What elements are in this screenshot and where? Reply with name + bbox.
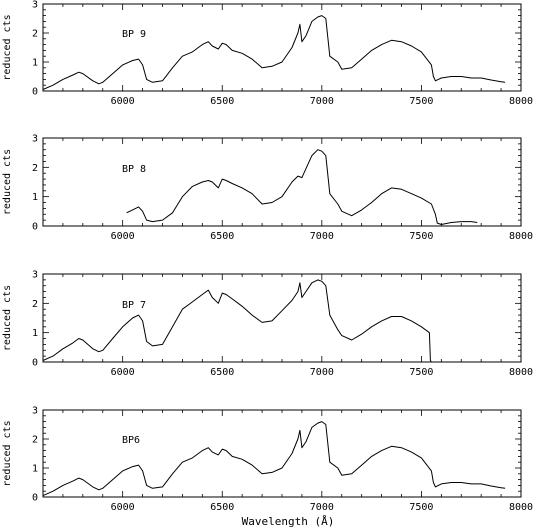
- panel-2-label: BP 8: [122, 164, 146, 175]
- panel-3-frame: [42, 273, 522, 363]
- panel-4-x-tick-label: 8000: [509, 502, 533, 513]
- panel-1-x-tick-label: 8000: [509, 96, 533, 107]
- panel-3-spectrum-line: [42, 279, 432, 363]
- panel-2-x-tick-label: 8000: [509, 231, 533, 242]
- panel-4-x-tick-label: 6000: [111, 502, 135, 513]
- panel-3-x-tick-label: 6000: [111, 367, 135, 378]
- panel-1-y-tick-label: 0: [32, 87, 38, 98]
- panel-1-label: BP 9: [122, 29, 146, 40]
- panel-3-x-tick-label: 7500: [409, 367, 433, 378]
- panel-1-x-tick-label: 7000: [310, 96, 334, 107]
- panel-3-y-tick-label: 2: [32, 299, 38, 310]
- panel-2-y-axis-label: reduced cts: [2, 149, 13, 215]
- panel-4-y-tick-label: 0: [32, 493, 38, 504]
- panel-2-frame: [42, 137, 522, 227]
- panel-4-y-tick-label: 2: [32, 435, 38, 446]
- panel-1-y-tick-label: 3: [32, 0, 38, 11]
- panel-2-y-tick-label: 1: [32, 192, 38, 203]
- panel-3-y-tick-label: 1: [32, 328, 38, 339]
- panel-2-x-tick-label: 6000: [111, 231, 135, 242]
- panel-4-x-tick-label: 6500: [210, 502, 234, 513]
- panel-2-y-tick-label: 0: [32, 222, 38, 233]
- panel-4-x-tick-label: 7500: [409, 502, 433, 513]
- panel-4-y-axis-label: reduced cts: [2, 420, 13, 486]
- panel-3-y-tick-label: 0: [32, 358, 38, 369]
- panel-3-x-tick-label: 6500: [210, 367, 234, 378]
- panel-3-x-tick-label: 7000: [310, 367, 334, 378]
- panel-1-x-tick-label: 6000: [111, 96, 135, 107]
- panel-4-y-tick-label: 3: [32, 406, 38, 417]
- panel-4-frame: [42, 409, 522, 498]
- panel-3-x-tick-label: 8000: [509, 367, 533, 378]
- panel-2-y-tick-label: 2: [32, 163, 38, 174]
- panel-2-x-tick-label: 7500: [409, 231, 433, 242]
- panel-1-spectrum-line: [42, 15, 506, 90]
- panel-4-y-tick-label: 1: [32, 464, 38, 475]
- panel-2-spectrum-line: [126, 149, 478, 225]
- panel-1-y-axis-label: reduced cts: [2, 14, 13, 80]
- panel-1-x-tick-label: 7500: [409, 96, 433, 107]
- panel-2-x-tick-label: 7000: [310, 231, 334, 242]
- panel-1-y-tick-label: 1: [32, 58, 38, 69]
- panel-1-y-tick-label: 2: [32, 29, 38, 40]
- panel-4-x-tick-label: 7000: [310, 502, 334, 513]
- panel-1-frame: [42, 3, 522, 92]
- panel-3-label: BP 7: [122, 300, 146, 311]
- panel-4-spectrum-line: [42, 421, 506, 497]
- panel-2-y-tick-label: 3: [32, 134, 38, 145]
- panel-3-y-tick-label: 3: [32, 270, 38, 281]
- panel-4-label: BP6: [122, 435, 140, 446]
- panel-1-x-tick-label: 6500: [210, 96, 234, 107]
- panel-3-y-axis-label: reduced cts: [2, 285, 13, 351]
- panel-2-x-tick-label: 6500: [210, 231, 234, 242]
- x-axis-label: Wavelength (Å): [242, 515, 335, 528]
